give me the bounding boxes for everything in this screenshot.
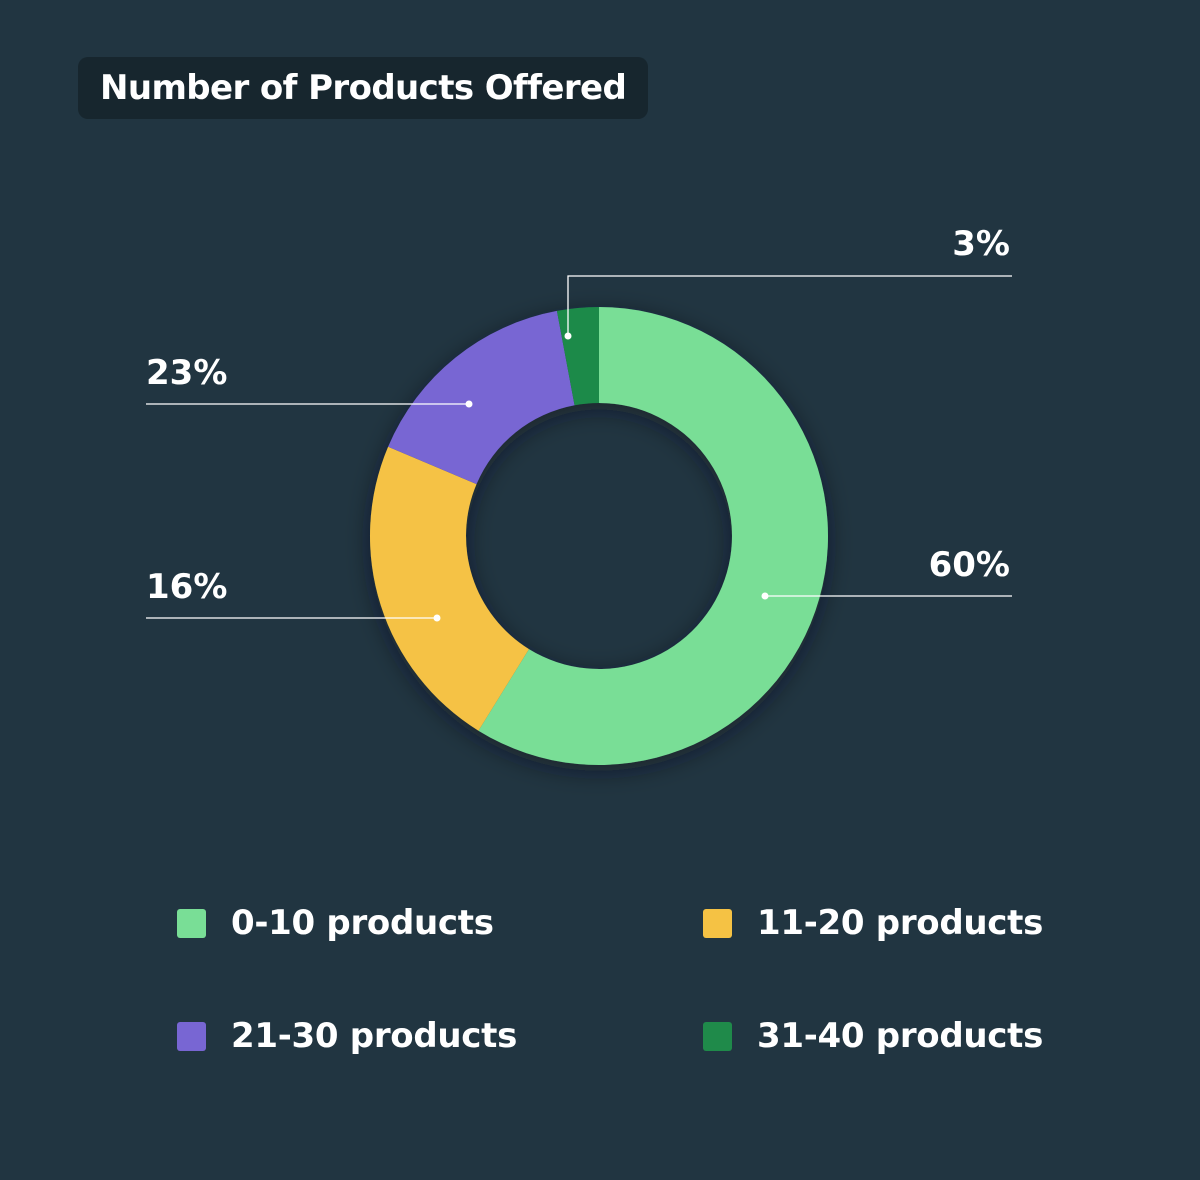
chart-title: Number of Products Offered [100, 68, 627, 108]
leader-line-31-40-products [567, 275, 1012, 336]
leader-dot-21-30-products [433, 614, 441, 622]
slice-11-20-products [370, 446, 529, 731]
value-label-21-30-products: 16% [146, 567, 227, 607]
leader-dot-0-10-products [761, 592, 769, 600]
leader-lines [146, 275, 1012, 622]
slice-0-10-products [478, 307, 828, 765]
value-labels: 60% 23% 16% 3% [146, 224, 1010, 607]
chart-title-box: Number of Products Offered [78, 57, 649, 119]
leader-dot-31-40-products [564, 332, 572, 340]
value-label-31-40-products: 3% [952, 224, 1010, 264]
leader-dot-11-20-products [465, 400, 473, 408]
value-label-11-20-products: 23% [146, 353, 227, 393]
slice-21-30-products [388, 310, 575, 485]
value-label-0-10-products: 60% [929, 545, 1010, 585]
donut-slices [370, 307, 828, 765]
